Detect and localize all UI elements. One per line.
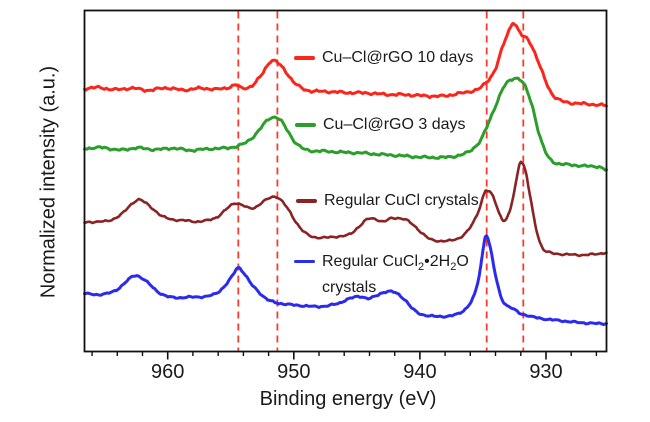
legend-line-blue <box>294 260 315 264</box>
x-tick-label-960: 960 <box>151 361 185 383</box>
spectrum-curve-0 <box>83 21 608 108</box>
x-tick-label-950: 950 <box>277 361 311 383</box>
legend-label: Regular CuCl2•2H2O crystals <box>322 253 469 296</box>
plot-frame <box>83 9 608 353</box>
x-axis-label: Binding energy (eV) <box>259 388 437 410</box>
legend-label: Cu–Cl@rGO 10 days <box>322 49 474 66</box>
legend-item-cucl-rgo-10days: Cu–Cl@rGO 10 days <box>294 48 473 68</box>
legend-label: Cu–Cl@rGO 3 days <box>323 116 466 133</box>
legend-label: Regular CuCl crystals <box>324 192 479 209</box>
y-axis-label: Normalized intensity (a.u.) <box>37 65 60 299</box>
legend-item-regular-cucl2-2h2o: Regular CuCl2•2H2O crystals <box>294 249 469 301</box>
legend-label-line2: crystals <box>322 279 377 296</box>
legend-item-cucl-rgo-3days: Cu–Cl@rGO 3 days <box>295 115 466 135</box>
spectrum-curve-1 <box>83 76 608 172</box>
x-tick-label-930: 930 <box>529 361 563 383</box>
spectrum-curve-3 <box>83 234 608 326</box>
legend-line-maroon <box>296 199 317 203</box>
legend-line-green <box>295 123 316 127</box>
spectrum-curve-2 <box>83 160 608 258</box>
legend-item-regular-cucl: Regular CuCl crystals <box>296 191 479 211</box>
legend-line-red <box>294 56 315 60</box>
x-tick-label-940: 940 <box>403 361 437 383</box>
